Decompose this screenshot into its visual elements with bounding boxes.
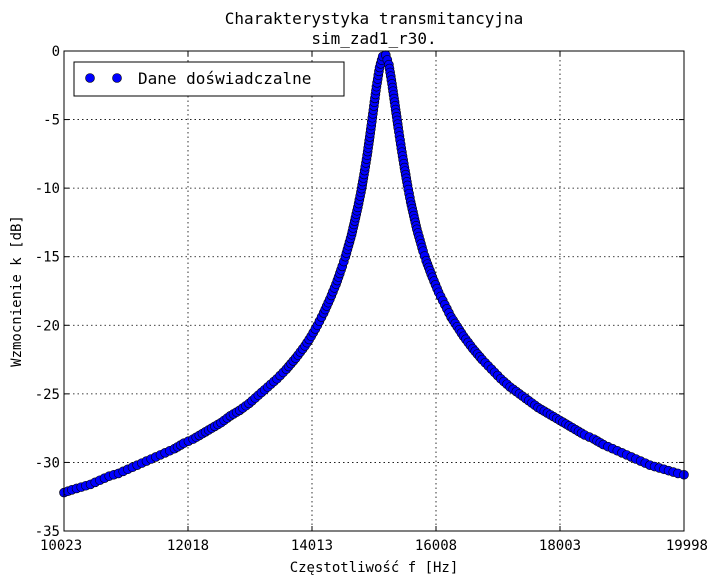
y-tick-label: -15: [35, 250, 60, 266]
x-tick-label: 18003: [539, 538, 581, 554]
y-tick-label: -30: [35, 455, 60, 471]
x-tick-label: 10023: [40, 538, 82, 554]
x-tick-label: 14013: [291, 538, 333, 554]
y-tick-label: -35: [35, 524, 60, 540]
legend-marker: [85, 73, 95, 83]
y-tick-label: -10: [35, 181, 60, 197]
x-tick-label: 16008: [415, 538, 457, 554]
axis-ticks: 10023 12018 14013 16008 18003 19998 0 -5 -10 -15 -…: [35, 44, 708, 554]
legend-marker: [112, 73, 122, 83]
chart-title: Charakterystyka transmitancyjna: [225, 9, 524, 28]
y-axis-label: Wzmocnienie k [dB]: [9, 215, 25, 367]
plot-frame: [63, 50, 685, 532]
y-tick-label: 0: [52, 44, 60, 60]
chart-subtitle: sim_zad1_r30.: [311, 29, 436, 48]
legend: Dane doświadczalne: [73, 61, 345, 97]
y-tick-label: -20: [35, 318, 60, 334]
y-tick-label: -25: [35, 387, 60, 403]
y-tick-label: -5: [43, 113, 60, 129]
x-tick-label: 19998: [666, 538, 708, 554]
legend-label: Dane doświadczalne: [138, 69, 311, 88]
x-tick-label: 12018: [167, 538, 209, 554]
data-points: [59, 50, 689, 498]
x-axis-label: Częstotliwość f [Hz]: [290, 560, 459, 576]
